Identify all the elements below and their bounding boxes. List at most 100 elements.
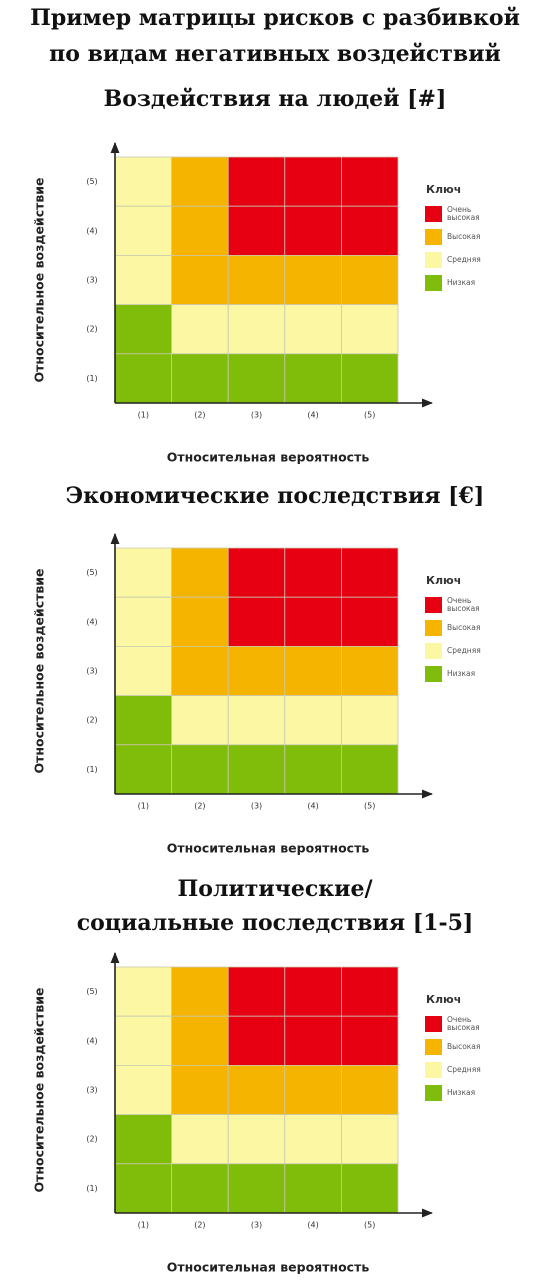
key-label: Высокая <box>447 623 480 632</box>
y-axis-label: Относительное воздействие <box>32 569 47 774</box>
cell <box>340 966 399 1017</box>
cell <box>340 547 399 598</box>
cell <box>284 966 342 1017</box>
cell <box>171 547 229 598</box>
risk-matrix: (5) (4) (3) (2) (1) (1) (2) (3) (4) (5) Относитель… <box>32 532 481 856</box>
cell <box>340 1015 399 1066</box>
key-title: Ключ <box>426 183 461 196</box>
row-label: (4) <box>86 1036 97 1045</box>
cell <box>284 353 342 404</box>
cell <box>340 645 399 696</box>
cell <box>227 304 286 355</box>
cell <box>114 205 172 256</box>
cell <box>284 1163 342 1214</box>
column-label: (1) <box>138 802 149 811</box>
cell <box>114 304 172 355</box>
cell <box>340 695 399 746</box>
cell <box>284 254 342 305</box>
cell <box>227 353 286 404</box>
column-label: (5) <box>364 411 375 420</box>
column-label: (1) <box>138 1221 149 1230</box>
key-swatch <box>425 1016 442 1032</box>
cell <box>171 645 229 696</box>
column-label: (4) <box>307 411 318 420</box>
cell <box>171 156 229 207</box>
cell <box>340 156 399 207</box>
key-title: Ключ <box>426 574 461 587</box>
cell <box>114 254 172 305</box>
section-title: Воздействия на людей [#] <box>104 86 447 112</box>
cell <box>284 695 342 746</box>
y-axis-label: Относительное воздействие <box>32 988 47 1193</box>
cell <box>284 547 342 598</box>
row-label: (5) <box>86 987 97 996</box>
row-label: (4) <box>86 617 97 626</box>
cell <box>284 1015 342 1066</box>
column-label: (1) <box>138 411 149 420</box>
cell <box>227 744 286 795</box>
cell <box>114 156 172 207</box>
key-label: Высокая <box>447 232 480 241</box>
cell <box>171 254 229 305</box>
cell <box>340 744 399 795</box>
cell <box>171 353 229 404</box>
row-label: (2) <box>86 325 97 334</box>
key-label: Низкая <box>447 1088 475 1097</box>
row-label: (1) <box>86 765 97 774</box>
x-axis-label: Относительная вероятность <box>167 450 370 465</box>
row-label: (4) <box>86 226 97 235</box>
cell <box>171 744 229 795</box>
column-label: (2) <box>194 1221 205 1230</box>
row-label: (2) <box>86 716 97 725</box>
cell <box>227 966 286 1017</box>
key-label: Низкая <box>447 669 475 678</box>
cell <box>171 1015 229 1066</box>
cell <box>114 1064 172 1115</box>
cell <box>340 1064 399 1115</box>
cell <box>114 353 172 404</box>
risk-matrix: (5) (4) (3) (2) (1) (1) (2) (3) (4) (5) Относитель… <box>32 141 481 465</box>
key-swatch <box>425 620 442 636</box>
cell <box>284 1064 342 1115</box>
cell <box>171 695 229 746</box>
column-label: (3) <box>251 802 262 811</box>
cell <box>284 596 342 647</box>
cell <box>284 744 342 795</box>
main-title: по видам негативных воздействий <box>49 41 501 67</box>
x-axis-label: Относительная вероятность <box>167 841 370 856</box>
column-label: (4) <box>307 1221 318 1230</box>
key-label: Средняя <box>447 255 481 264</box>
cell <box>227 1114 286 1165</box>
key-swatch <box>425 666 442 682</box>
cell <box>227 547 286 598</box>
key-swatch <box>425 206 442 222</box>
cell <box>227 596 286 647</box>
cell <box>284 304 342 355</box>
cell <box>284 645 342 696</box>
key-swatch <box>425 1062 442 1078</box>
column-label: (2) <box>194 802 205 811</box>
row-label: (3) <box>86 276 97 285</box>
risk-matrix: (5) (4) (3) (2) (1) (1) (2) (3) (4) (5) Относитель… <box>32 951 481 1275</box>
cell <box>227 645 286 696</box>
cell <box>227 205 286 256</box>
cell <box>227 1163 286 1214</box>
cell <box>114 695 172 746</box>
key-swatch <box>425 1085 442 1101</box>
cell <box>227 254 286 305</box>
y-axis-label: Относительное воздействие <box>32 178 47 383</box>
cell <box>340 205 399 256</box>
x-axis-label: Относительная вероятность <box>167 1260 370 1275</box>
key-label: высокая <box>447 213 480 222</box>
section-title: Политические/ <box>178 876 374 902</box>
column-label: (4) <box>307 802 318 811</box>
row-label: (1) <box>86 374 97 383</box>
row-label: (5) <box>86 177 97 186</box>
cell <box>171 1114 229 1165</box>
key-swatch <box>425 643 442 659</box>
cell <box>227 1015 286 1066</box>
cell <box>114 1015 172 1066</box>
cell <box>340 1163 399 1214</box>
cell <box>284 1114 342 1165</box>
